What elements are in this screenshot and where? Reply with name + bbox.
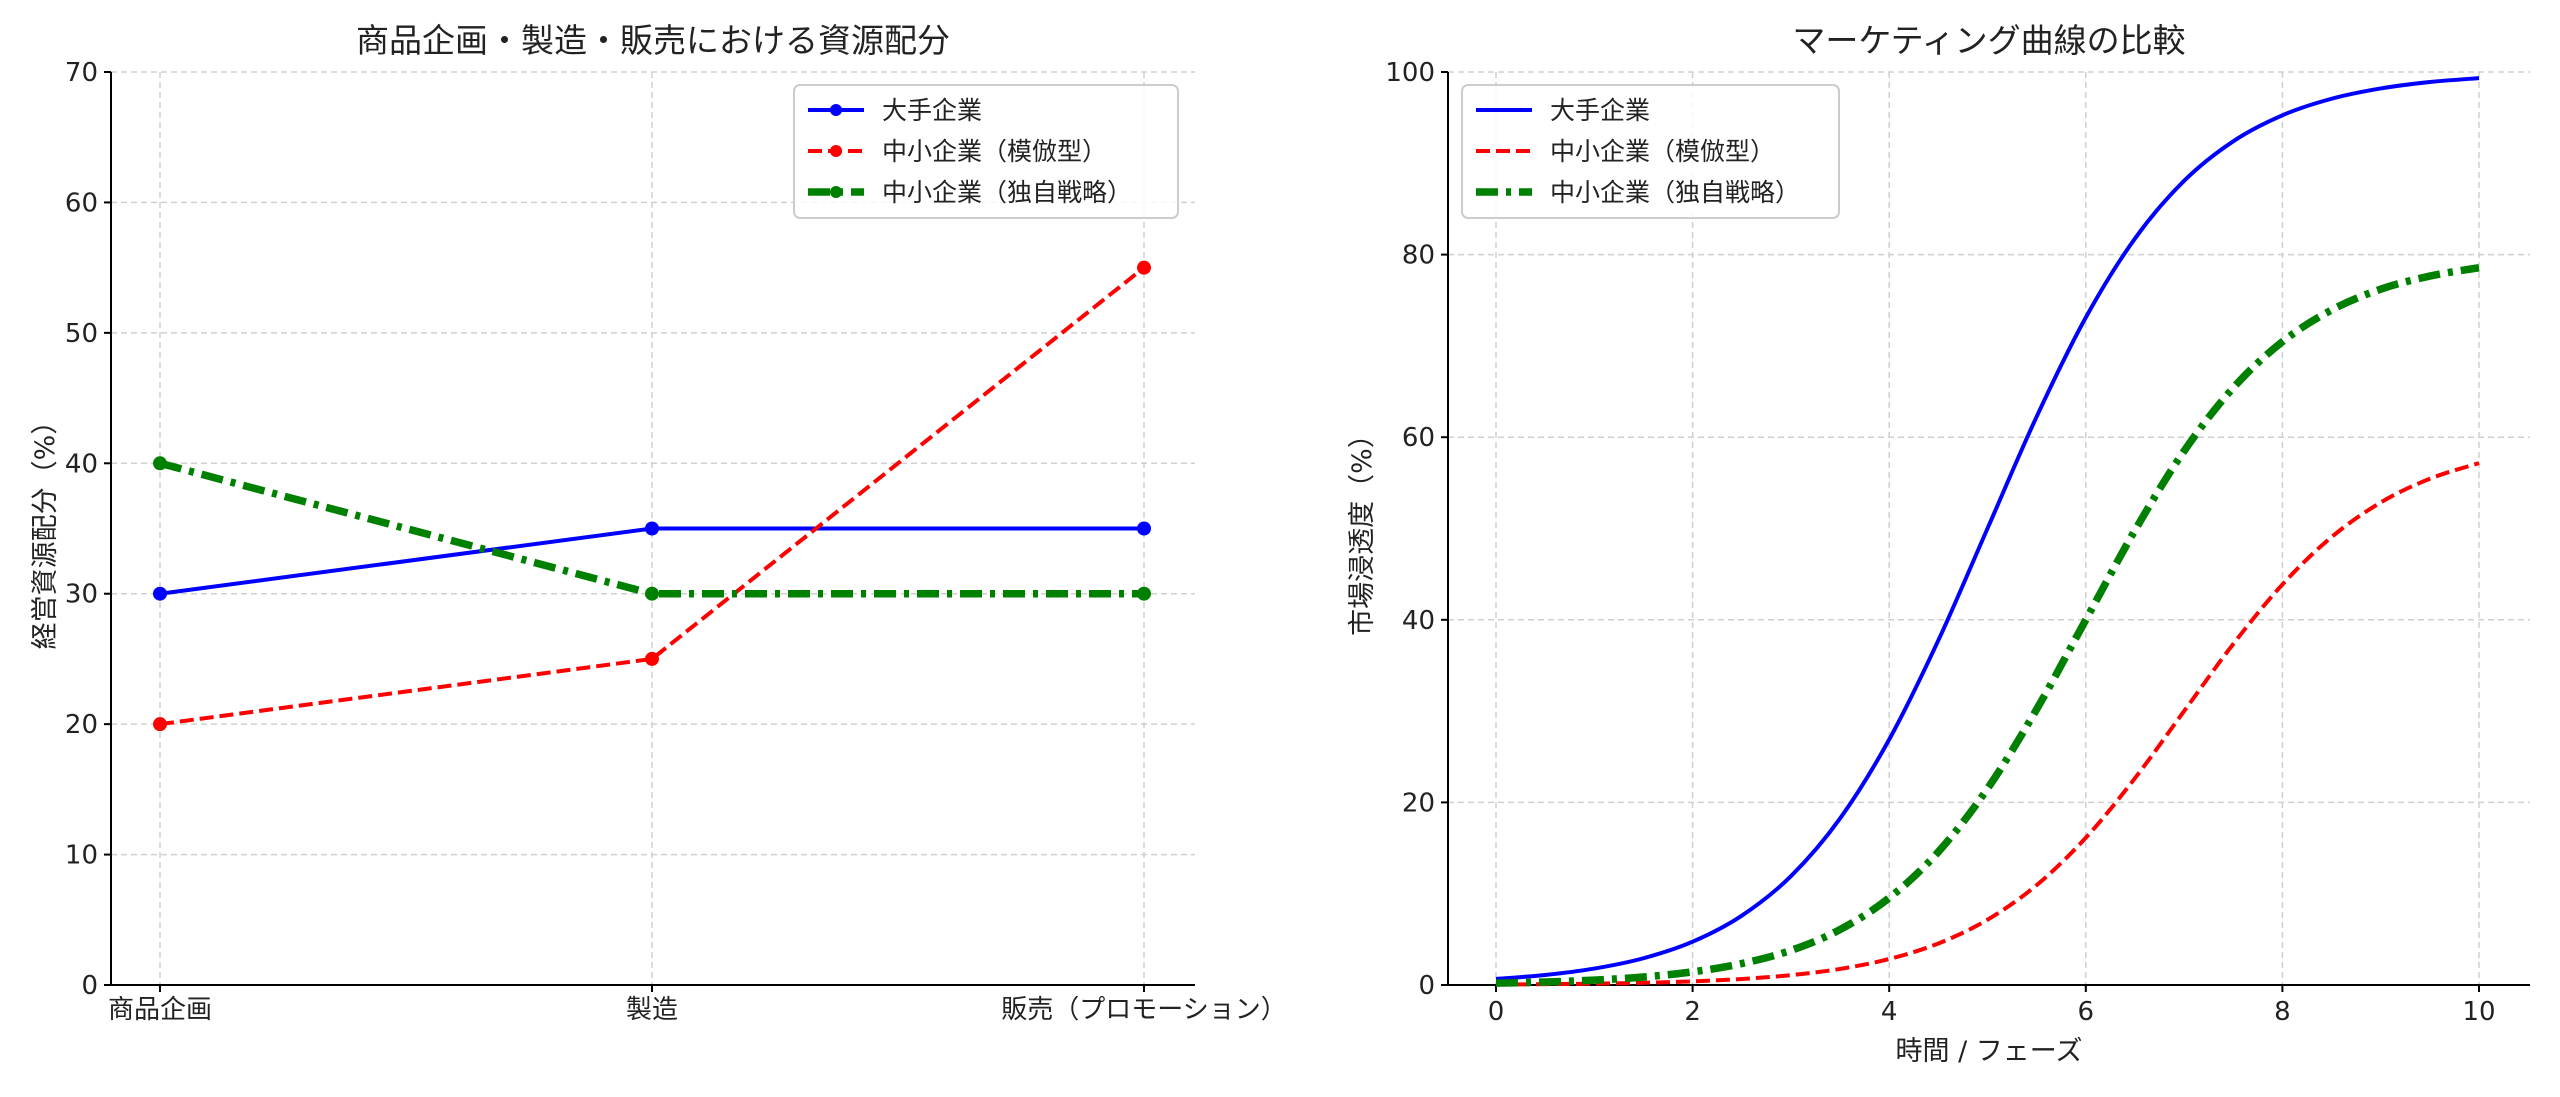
legend-frame (1461, 84, 1840, 219)
data-point (153, 717, 167, 732)
chart-resource-allocation: 0 10 20 30 40 50 60 70 商品企画 製造 販売（プロモーション） 商品企画・製造・… (30, 21, 1287, 1025)
data-point (1137, 521, 1151, 536)
y-tick-label: 70 (65, 58, 98, 88)
legend-label: 中小企業（独自戦略） (882, 178, 1132, 207)
y-tick-label: 50 (65, 319, 98, 349)
legend-label: 中小企業（独自戦略） (1550, 178, 1800, 207)
y-tick-label: 60 (1402, 423, 1435, 453)
legend-frame (793, 84, 1179, 219)
data-point (645, 586, 659, 601)
x-tick-label: 4 (1881, 997, 1898, 1027)
data-point (645, 521, 659, 536)
chart-title: マーケティング曲線の比較 (1792, 21, 2185, 60)
x-tick-label: 商品企画 (108, 995, 212, 1025)
series-1 (153, 260, 1151, 732)
y-tick-label: 10 (65, 841, 98, 871)
data-point (153, 586, 167, 601)
x-tick-label: 8 (2274, 997, 2291, 1027)
chart-title: 商品企画・製造・販売における資源配分 (356, 21, 950, 60)
x-tick-label: 10 (2462, 997, 2495, 1027)
y-axis-label: 市場浸透度（%） (1347, 421, 1378, 636)
x-tick-label: 6 (2078, 997, 2095, 1027)
x-tick-label: 2 (1684, 997, 1701, 1027)
data-point (1137, 586, 1151, 601)
y-tick-label: 40 (65, 449, 98, 479)
y-tick-label: 0 (1418, 971, 1435, 1001)
y-tick-label: 100 (1385, 58, 1435, 88)
y-tick-label: 0 (81, 971, 98, 1001)
x-tick-label: 製造 (626, 995, 678, 1025)
legend-marker (830, 104, 842, 116)
legend-label: 中小企業（模倣型） (882, 137, 1107, 166)
y-axis-label: 経営資源配分（%） (30, 408, 61, 650)
y-tick-label: 30 (65, 580, 98, 610)
y-tick-label: 40 (1402, 606, 1435, 636)
legend-item: 中小企業（模倣型） (1476, 137, 1775, 166)
y-tick-label: 60 (65, 188, 98, 218)
series-0 (153, 521, 1151, 601)
y-tick-label: 20 (65, 710, 98, 740)
legend-marker (830, 145, 842, 157)
series-2 (153, 456, 1151, 601)
legend-item: 中小企業（模倣型） (808, 137, 1107, 166)
x-tick-label: 販売（プロモーション） (1001, 995, 1286, 1025)
series-curve-1 (1495, 461, 2480, 987)
x-axis-label: 時間 / フェーズ (1896, 1036, 2083, 1067)
legend-label: 大手企業 (1550, 96, 1650, 125)
legend-item: 大手企業 (808, 96, 982, 125)
data-point (153, 456, 167, 471)
series-line (159, 266, 1146, 727)
data-point (1137, 260, 1151, 275)
series-curve-2 (1495, 264, 2480, 987)
legend-label: 大手企業 (882, 96, 982, 125)
legend-item: 中小企業（独自戦略） (808, 178, 1132, 207)
series-curve-0 (1495, 76, 2480, 981)
legend-marker (830, 186, 842, 198)
legend-item: 中小企業（独自戦略） (1476, 178, 1800, 207)
legend-item: 大手企業 (1476, 96, 1650, 125)
series-line (159, 459, 1144, 598)
y-tick-label: 80 (1402, 241, 1435, 271)
x-tick-label: 0 (1488, 997, 1505, 1027)
y-tick-label: 20 (1402, 788, 1435, 818)
legend-label: 中小企業（模倣型） (1550, 137, 1775, 166)
data-point (645, 651, 659, 666)
